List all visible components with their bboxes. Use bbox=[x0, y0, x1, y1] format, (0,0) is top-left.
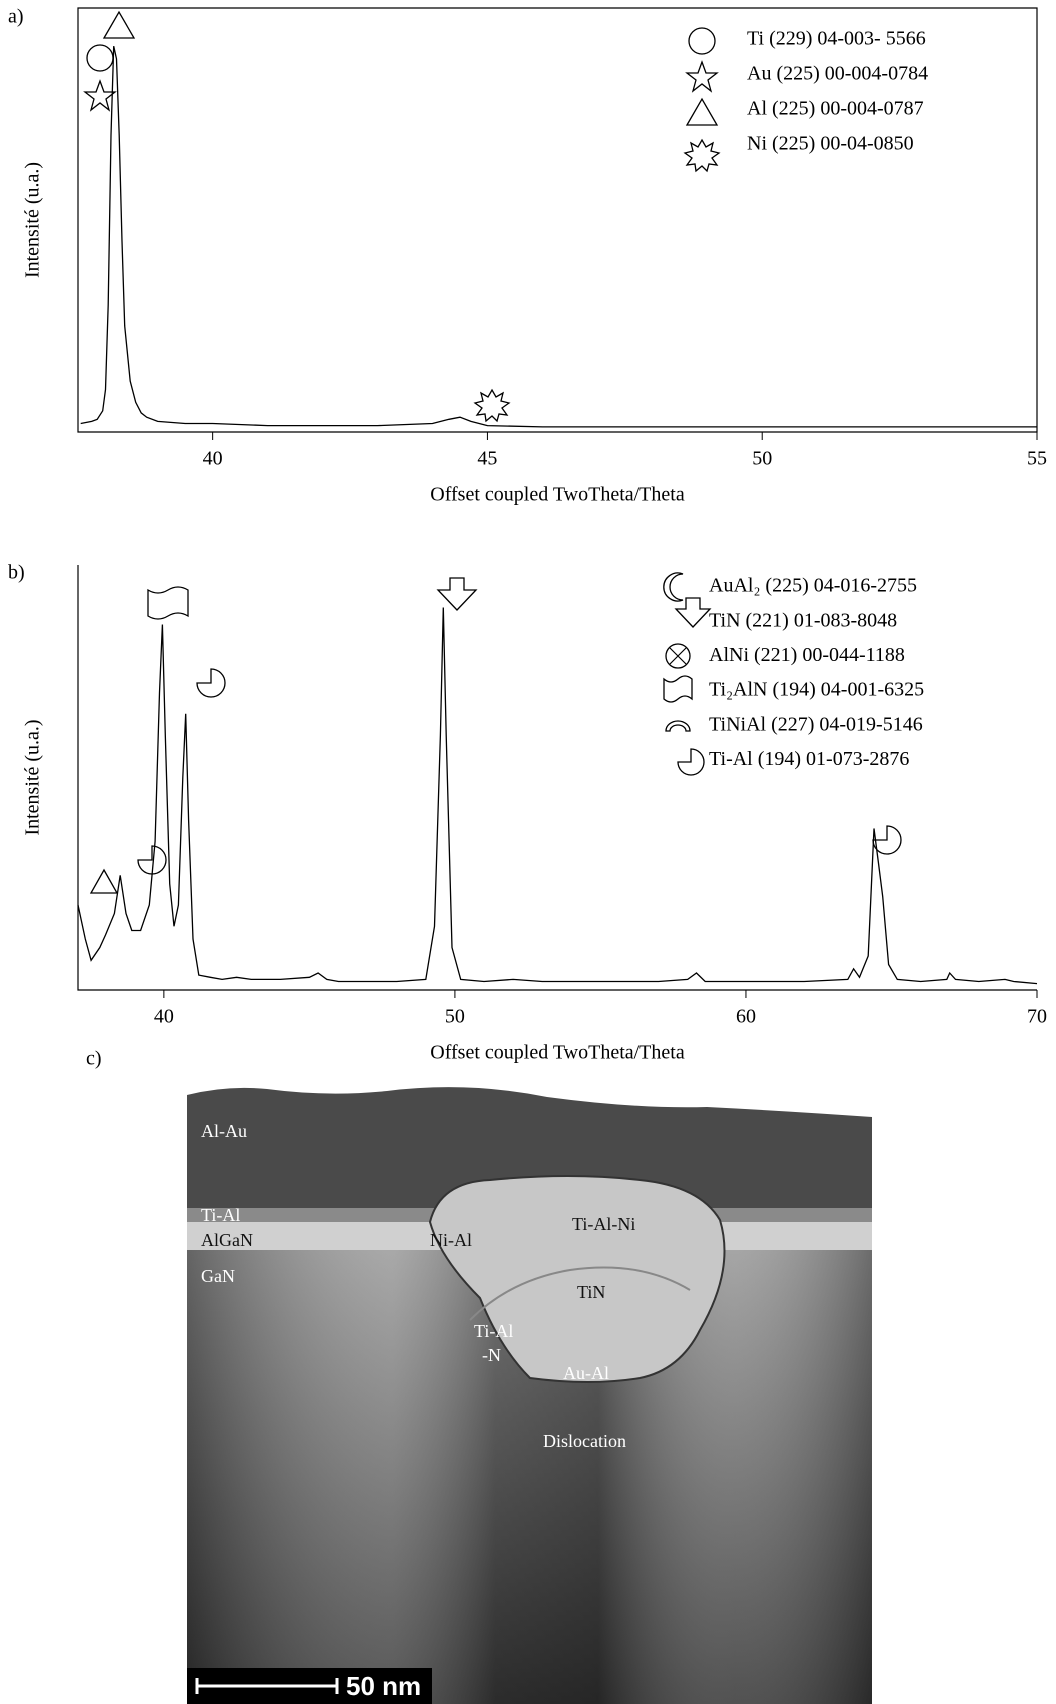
legend-symbols bbox=[663, 27, 721, 776]
image-annotation: Ti-Al bbox=[201, 1205, 240, 1225]
x-tick-label: 45 bbox=[477, 448, 497, 470]
legend-label: Ti (229) 04-003- 5566 bbox=[747, 28, 926, 50]
panel-label: a) bbox=[8, 6, 24, 28]
panel-label: b) bbox=[8, 562, 25, 584]
legend-label: Au (225) 00-004-0784 bbox=[747, 63, 928, 85]
legend-label: Ti-Al (194) 01-073-2876 bbox=[709, 748, 909, 770]
panel-label: c) bbox=[86, 1048, 102, 1070]
data-line bbox=[80, 46, 1037, 428]
x-tick-label: 40 bbox=[154, 1006, 174, 1028]
scale-bar-label: 50 nm bbox=[346, 1671, 421, 1701]
x-axis-label: Offset coupled TwoTheta/Theta bbox=[430, 1042, 685, 1064]
x-tick-label: 50 bbox=[445, 1006, 465, 1028]
image-annotation: Dislocation bbox=[543, 1431, 626, 1451]
image-annotation: AlGaN bbox=[201, 1230, 253, 1250]
x-tick-label: 40 bbox=[203, 448, 223, 470]
x-tick-label: 60 bbox=[736, 1006, 756, 1028]
image-annotation: Au-Al bbox=[563, 1363, 609, 1383]
y-axis-label: Intensité (u.a.) bbox=[22, 719, 44, 835]
legend-label: TiN (221) 01-083-8048 bbox=[709, 609, 897, 631]
image-annotation: Ti-Al-Ni bbox=[572, 1214, 635, 1234]
legend-label: Al (225) 00-004-0787 bbox=[747, 98, 924, 120]
image-annotation: -N bbox=[482, 1345, 501, 1365]
x-tick-label: 70 bbox=[1027, 1006, 1047, 1028]
legend-label: Ti₂AlN (194) 04-001-6325 bbox=[709, 679, 924, 701]
data-line bbox=[77, 607, 1038, 985]
x-tick-label: 55 bbox=[1027, 448, 1047, 470]
image-annotation: Al-Au bbox=[201, 1121, 247, 1141]
y-axis-label: Intensité (u.a.) bbox=[22, 162, 44, 278]
legend-label: TiNiAl (227) 04-019-5146 bbox=[709, 713, 923, 735]
legend-label: AlNi (221) 00-044-1188 bbox=[709, 644, 905, 666]
image-annotation: Ti-Al bbox=[474, 1321, 513, 1341]
legend-label: AuAl₂ (225) 04-016-2755 bbox=[709, 575, 917, 597]
legend-label: Ni (225) 00-04-0850 bbox=[747, 133, 914, 155]
x-axis-label: Offset coupled TwoTheta/Theta bbox=[430, 484, 685, 506]
image-annotation: GaN bbox=[201, 1266, 235, 1286]
tem-image bbox=[187, 1087, 872, 1704]
image-annotation: Ni-Al bbox=[430, 1230, 472, 1250]
axis bbox=[77, 565, 1037, 991]
x-tick-label: 50 bbox=[752, 448, 772, 470]
peak-symbols bbox=[83, 10, 902, 894]
image-annotation: TiN bbox=[577, 1282, 605, 1302]
